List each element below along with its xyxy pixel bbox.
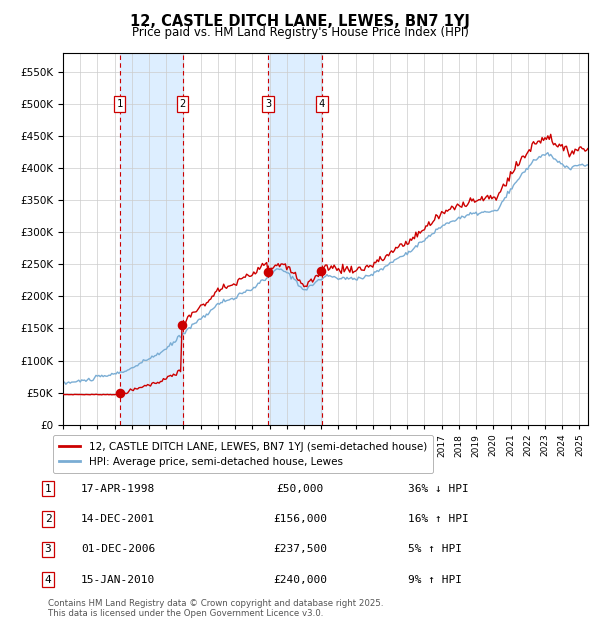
Text: 15-JAN-2010: 15-JAN-2010: [81, 575, 155, 585]
Text: 3: 3: [265, 99, 271, 109]
Text: Price paid vs. HM Land Registry's House Price Index (HPI): Price paid vs. HM Land Registry's House …: [131, 26, 469, 39]
Text: 16% ↑ HPI: 16% ↑ HPI: [408, 514, 469, 524]
Text: 12, CASTLE DITCH LANE, LEWES, BN7 1YJ: 12, CASTLE DITCH LANE, LEWES, BN7 1YJ: [130, 14, 470, 29]
Bar: [119, 53, 182, 425]
Text: 2: 2: [179, 99, 186, 109]
Text: £156,000: £156,000: [273, 514, 327, 524]
Text: 36% ↓ HPI: 36% ↓ HPI: [408, 484, 469, 494]
Text: 4: 4: [319, 99, 325, 109]
Bar: [268, 53, 322, 425]
Text: 01-DEC-2006: 01-DEC-2006: [81, 544, 155, 554]
Text: 14-DEC-2001: 14-DEC-2001: [81, 514, 155, 524]
Text: £50,000: £50,000: [277, 484, 323, 494]
Text: £240,000: £240,000: [273, 575, 327, 585]
Point: [316, 266, 326, 276]
Point: [116, 388, 125, 397]
Text: 1: 1: [44, 484, 52, 494]
Text: £237,500: £237,500: [273, 544, 327, 554]
Text: 3: 3: [44, 544, 52, 554]
Text: 4: 4: [44, 575, 52, 585]
Legend: 12, CASTLE DITCH LANE, LEWES, BN7 1YJ (semi-detached house), HPI: Average price,: 12, CASTLE DITCH LANE, LEWES, BN7 1YJ (s…: [53, 435, 433, 473]
Text: 17-APR-1998: 17-APR-1998: [81, 484, 155, 494]
Point: [263, 267, 273, 277]
Text: Contains HM Land Registry data © Crown copyright and database right 2025.
This d: Contains HM Land Registry data © Crown c…: [48, 599, 383, 618]
Text: 5% ↑ HPI: 5% ↑ HPI: [408, 544, 462, 554]
Text: 9% ↑ HPI: 9% ↑ HPI: [408, 575, 462, 585]
Text: 2: 2: [44, 514, 52, 524]
Point: [177, 320, 187, 330]
Text: 1: 1: [116, 99, 123, 109]
